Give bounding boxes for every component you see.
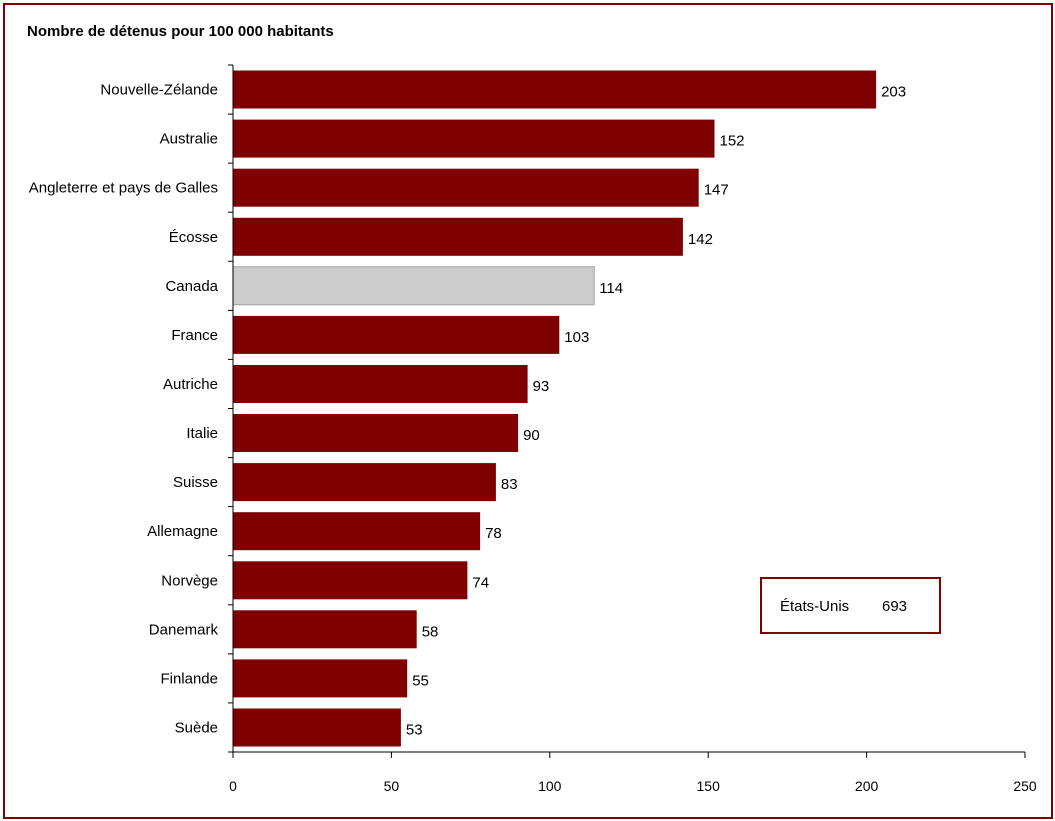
category-label: Nouvelle-Zélande — [100, 82, 218, 99]
bar — [233, 70, 877, 109]
annotation-value: 693 — [882, 598, 907, 615]
bar — [233, 463, 496, 502]
data-label: 58 — [422, 623, 439, 640]
bar — [233, 512, 481, 551]
annotation-label: États-Unis — [780, 598, 849, 615]
category-label: Suède — [175, 720, 218, 737]
x-tick-label: 0 — [229, 778, 237, 794]
category-label: Italie — [186, 425, 218, 442]
bar — [233, 119, 715, 158]
category-label: Norvège — [161, 572, 218, 589]
category-label: France — [171, 327, 218, 344]
bar — [233, 708, 401, 747]
x-tick-label: 50 — [384, 778, 400, 794]
category-label: Suisse — [173, 474, 218, 491]
data-label: 55 — [412, 672, 429, 689]
annotation-box: États-Unis 693 — [760, 577, 941, 634]
bar — [233, 414, 519, 452]
data-label: 103 — [564, 329, 589, 346]
category-label: Canada — [165, 278, 218, 295]
category-label: Autriche — [163, 376, 218, 393]
data-label: 83 — [501, 476, 518, 493]
data-label: 78 — [485, 525, 502, 542]
data-label: 142 — [688, 231, 713, 248]
bar — [233, 561, 468, 600]
bar — [233, 315, 560, 354]
bar — [233, 610, 417, 649]
x-tick-label: 200 — [855, 778, 879, 794]
data-label: 74 — [472, 574, 489, 591]
category-label: Finlande — [160, 670, 218, 687]
data-label: 152 — [720, 133, 745, 150]
bar — [233, 659, 408, 698]
data-label: 203 — [881, 84, 906, 101]
bar — [233, 217, 683, 256]
x-tick-label: 150 — [697, 778, 721, 794]
data-label: 93 — [533, 378, 550, 395]
chart-title: Nombre de détenus pour 100 000 habitants — [27, 23, 334, 40]
bar — [233, 168, 699, 207]
bar — [233, 365, 528, 403]
x-tick-label: 100 — [538, 778, 562, 794]
bars-group: Nouvelle-Zélande 203 Australie 152 Angleterr… — [29, 70, 906, 747]
category-label: Écosse — [169, 229, 218, 246]
data-label: 114 — [599, 280, 623, 297]
annotation-border — [760, 577, 941, 634]
category-label: Angleterre et pays de Galles — [29, 180, 218, 197]
data-label: 90 — [523, 427, 540, 444]
data-label: 53 — [406, 722, 423, 739]
bar — [232, 266, 595, 306]
category-label: Australie — [160, 131, 218, 148]
category-label: Danemark — [149, 621, 219, 638]
x-tick-label: 250 — [1013, 778, 1037, 794]
axes-group: 0 50 100 150 200 250 — [228, 64, 1037, 794]
category-label: Allemagne — [147, 523, 218, 540]
data-label: 147 — [704, 182, 729, 199]
